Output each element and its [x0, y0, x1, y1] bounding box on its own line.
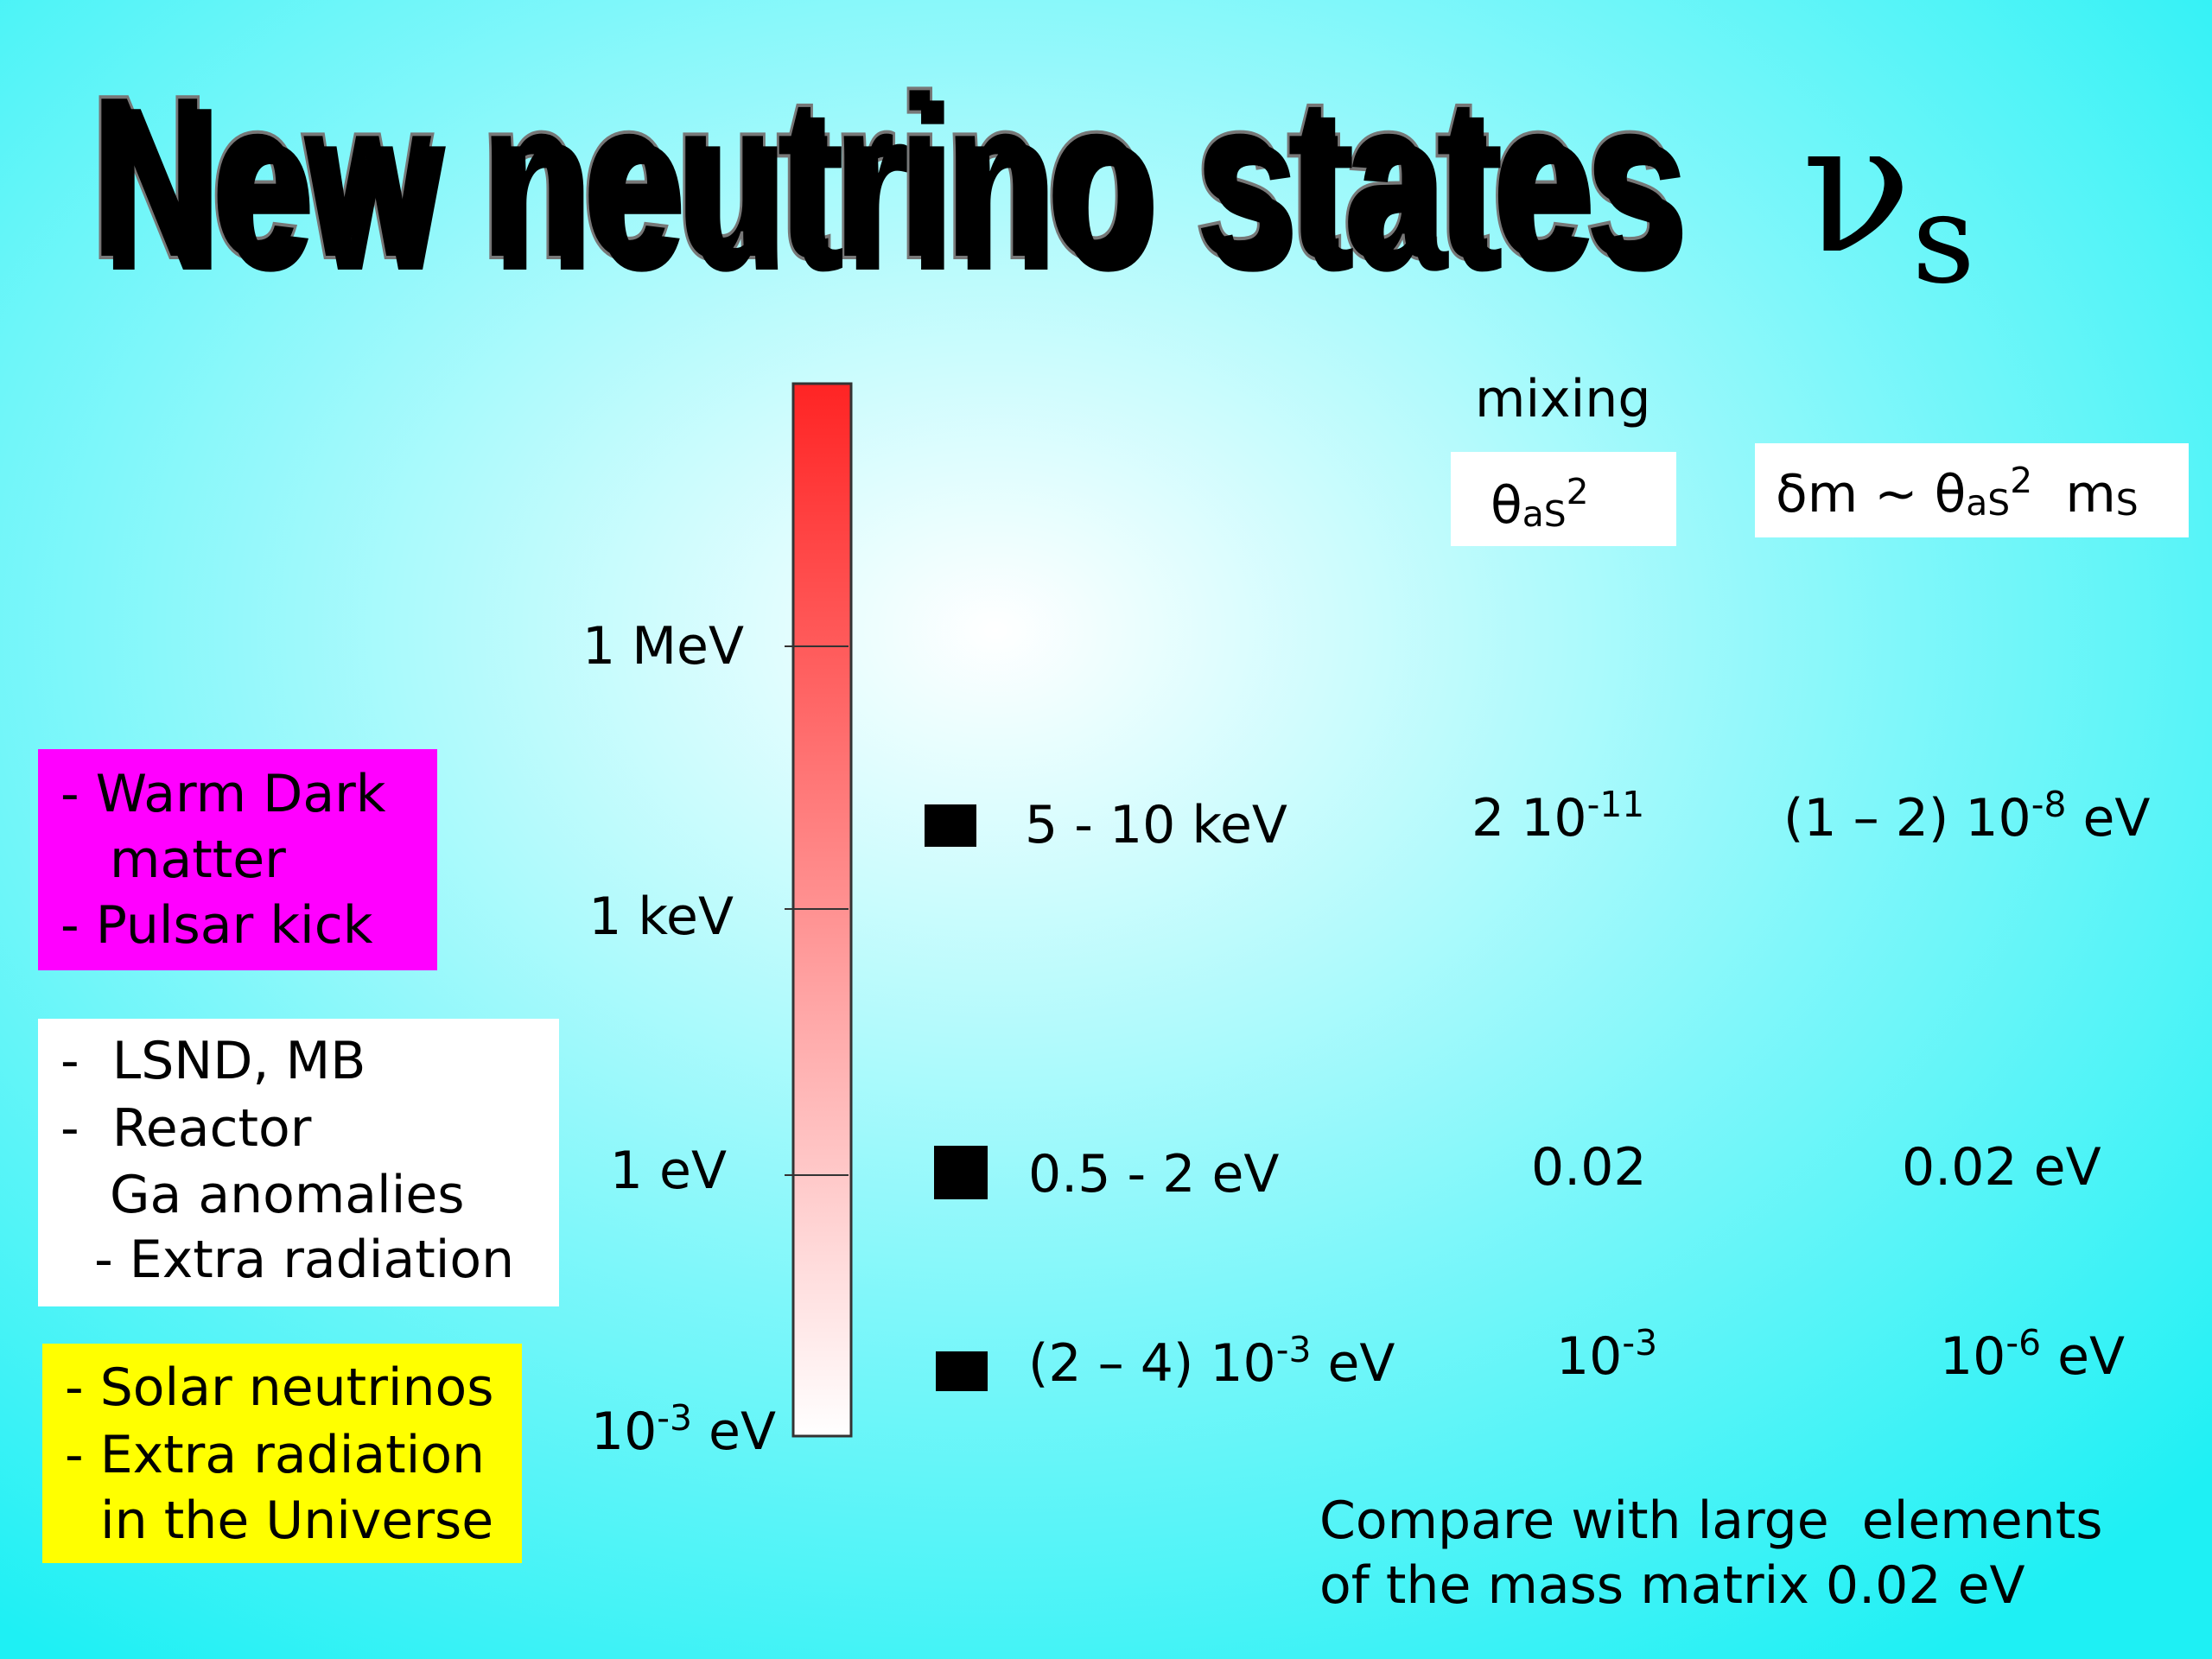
box-line: in the Universe [100, 1491, 493, 1551]
box-line: - Reactor [60, 1098, 312, 1159]
text: m [2032, 464, 2116, 524]
text: eV [2041, 1326, 2125, 1387]
supscript: 2 [2010, 460, 2032, 501]
box-line: - LSND, MB [60, 1031, 365, 1091]
box-line: - Extra radiation [78, 1230, 514, 1290]
text: 10 [591, 1402, 657, 1462]
mass-range: 5 - 10 keV [1025, 795, 1287, 855]
subscript: aS [1966, 482, 2010, 524]
text: 1 MeV [582, 616, 744, 677]
text: eV [692, 1402, 776, 1462]
text: 0.02 eV [1902, 1137, 2101, 1198]
box-line: - Pulsar kick [60, 895, 373, 956]
note-line: of the mass matrix 0.02 eV [1319, 1555, 2025, 1616]
splitting-value: (1 – 2) 10-8 eV [1783, 784, 2150, 849]
text: (2 – 4) 10 [1028, 1333, 1276, 1394]
box-line: - Solar neutrinos [65, 1357, 494, 1418]
supscript: -8 [2031, 784, 2067, 825]
box-line: Ga anomalies [110, 1165, 465, 1225]
mass-range: (2 – 4) 10-3 eV [1028, 1329, 1395, 1394]
text: ν [1802, 82, 1912, 294]
mass-symbol: δm ~ θaS2 mS [1776, 460, 2139, 524]
text: 5 - 10 keV [1025, 795, 1287, 855]
mixing-value: 10-3 [1556, 1322, 1657, 1387]
splitting-value: 0.02 eV [1902, 1137, 2101, 1198]
note-line: Compare with large elements [1319, 1491, 2102, 1551]
mass-symbol-box [1755, 443, 2189, 537]
text: (1 – 2) 10 [1783, 788, 2031, 849]
text: δm ~ θ [1776, 464, 1966, 524]
mass-range: 0.5 - 2 eV [1028, 1144, 1279, 1205]
subscript: aS [1522, 493, 1567, 535]
mixing-symbol: θaS2 [1491, 471, 1589, 536]
text: 2 10 [1471, 788, 1587, 849]
mixing-value: 2 10-11 [1471, 784, 1644, 849]
subscript: s [1912, 167, 1975, 311]
title: New neutrino states [102, 60, 1689, 320]
box-white [38, 1019, 559, 1306]
box-line: matter [110, 830, 286, 890]
text: 10 [1940, 1326, 2005, 1387]
text: eV [1311, 1333, 1395, 1394]
row-marker [925, 804, 976, 847]
title-shadow: New neutrino states [89, 48, 1676, 308]
box-magenta [38, 749, 437, 970]
supscript: -11 [1587, 784, 1645, 825]
box-line: - Warm Dark [60, 764, 386, 824]
supscript: 2 [1567, 471, 1589, 512]
text: 0.5 - 2 eV [1028, 1144, 1279, 1205]
scale-label: 1 keV [588, 887, 734, 947]
text: 0.02 [1531, 1137, 1647, 1198]
scale-label: 10-3 eV [591, 1397, 776, 1462]
supscript: -3 [657, 1397, 692, 1439]
mixing-value: 0.02 [1531, 1137, 1647, 1198]
supscript: -6 [2005, 1322, 2041, 1363]
supscript: -3 [1622, 1322, 1657, 1363]
text: 1 keV [588, 887, 734, 947]
text: eV [2066, 788, 2150, 849]
box-line: - Extra radiation [65, 1425, 485, 1485]
text: θ [1491, 475, 1522, 536]
column-header: mixing [1475, 369, 1650, 429]
box-yellow [42, 1344, 522, 1563]
text: 10 [1556, 1326, 1622, 1387]
subscript: S [2116, 482, 2139, 524]
mixing-symbol-box [1451, 452, 1676, 546]
splitting-value: 10-6 eV [1940, 1322, 2125, 1387]
nu-s-symbol: νs [1802, 82, 1975, 311]
row-marker [936, 1351, 988, 1391]
scale-label: 1 eV [610, 1141, 727, 1201]
text: 1 eV [610, 1141, 727, 1201]
row-marker [934, 1146, 988, 1199]
supscript: -3 [1276, 1329, 1312, 1370]
scale-label: 1 MeV [582, 616, 744, 677]
